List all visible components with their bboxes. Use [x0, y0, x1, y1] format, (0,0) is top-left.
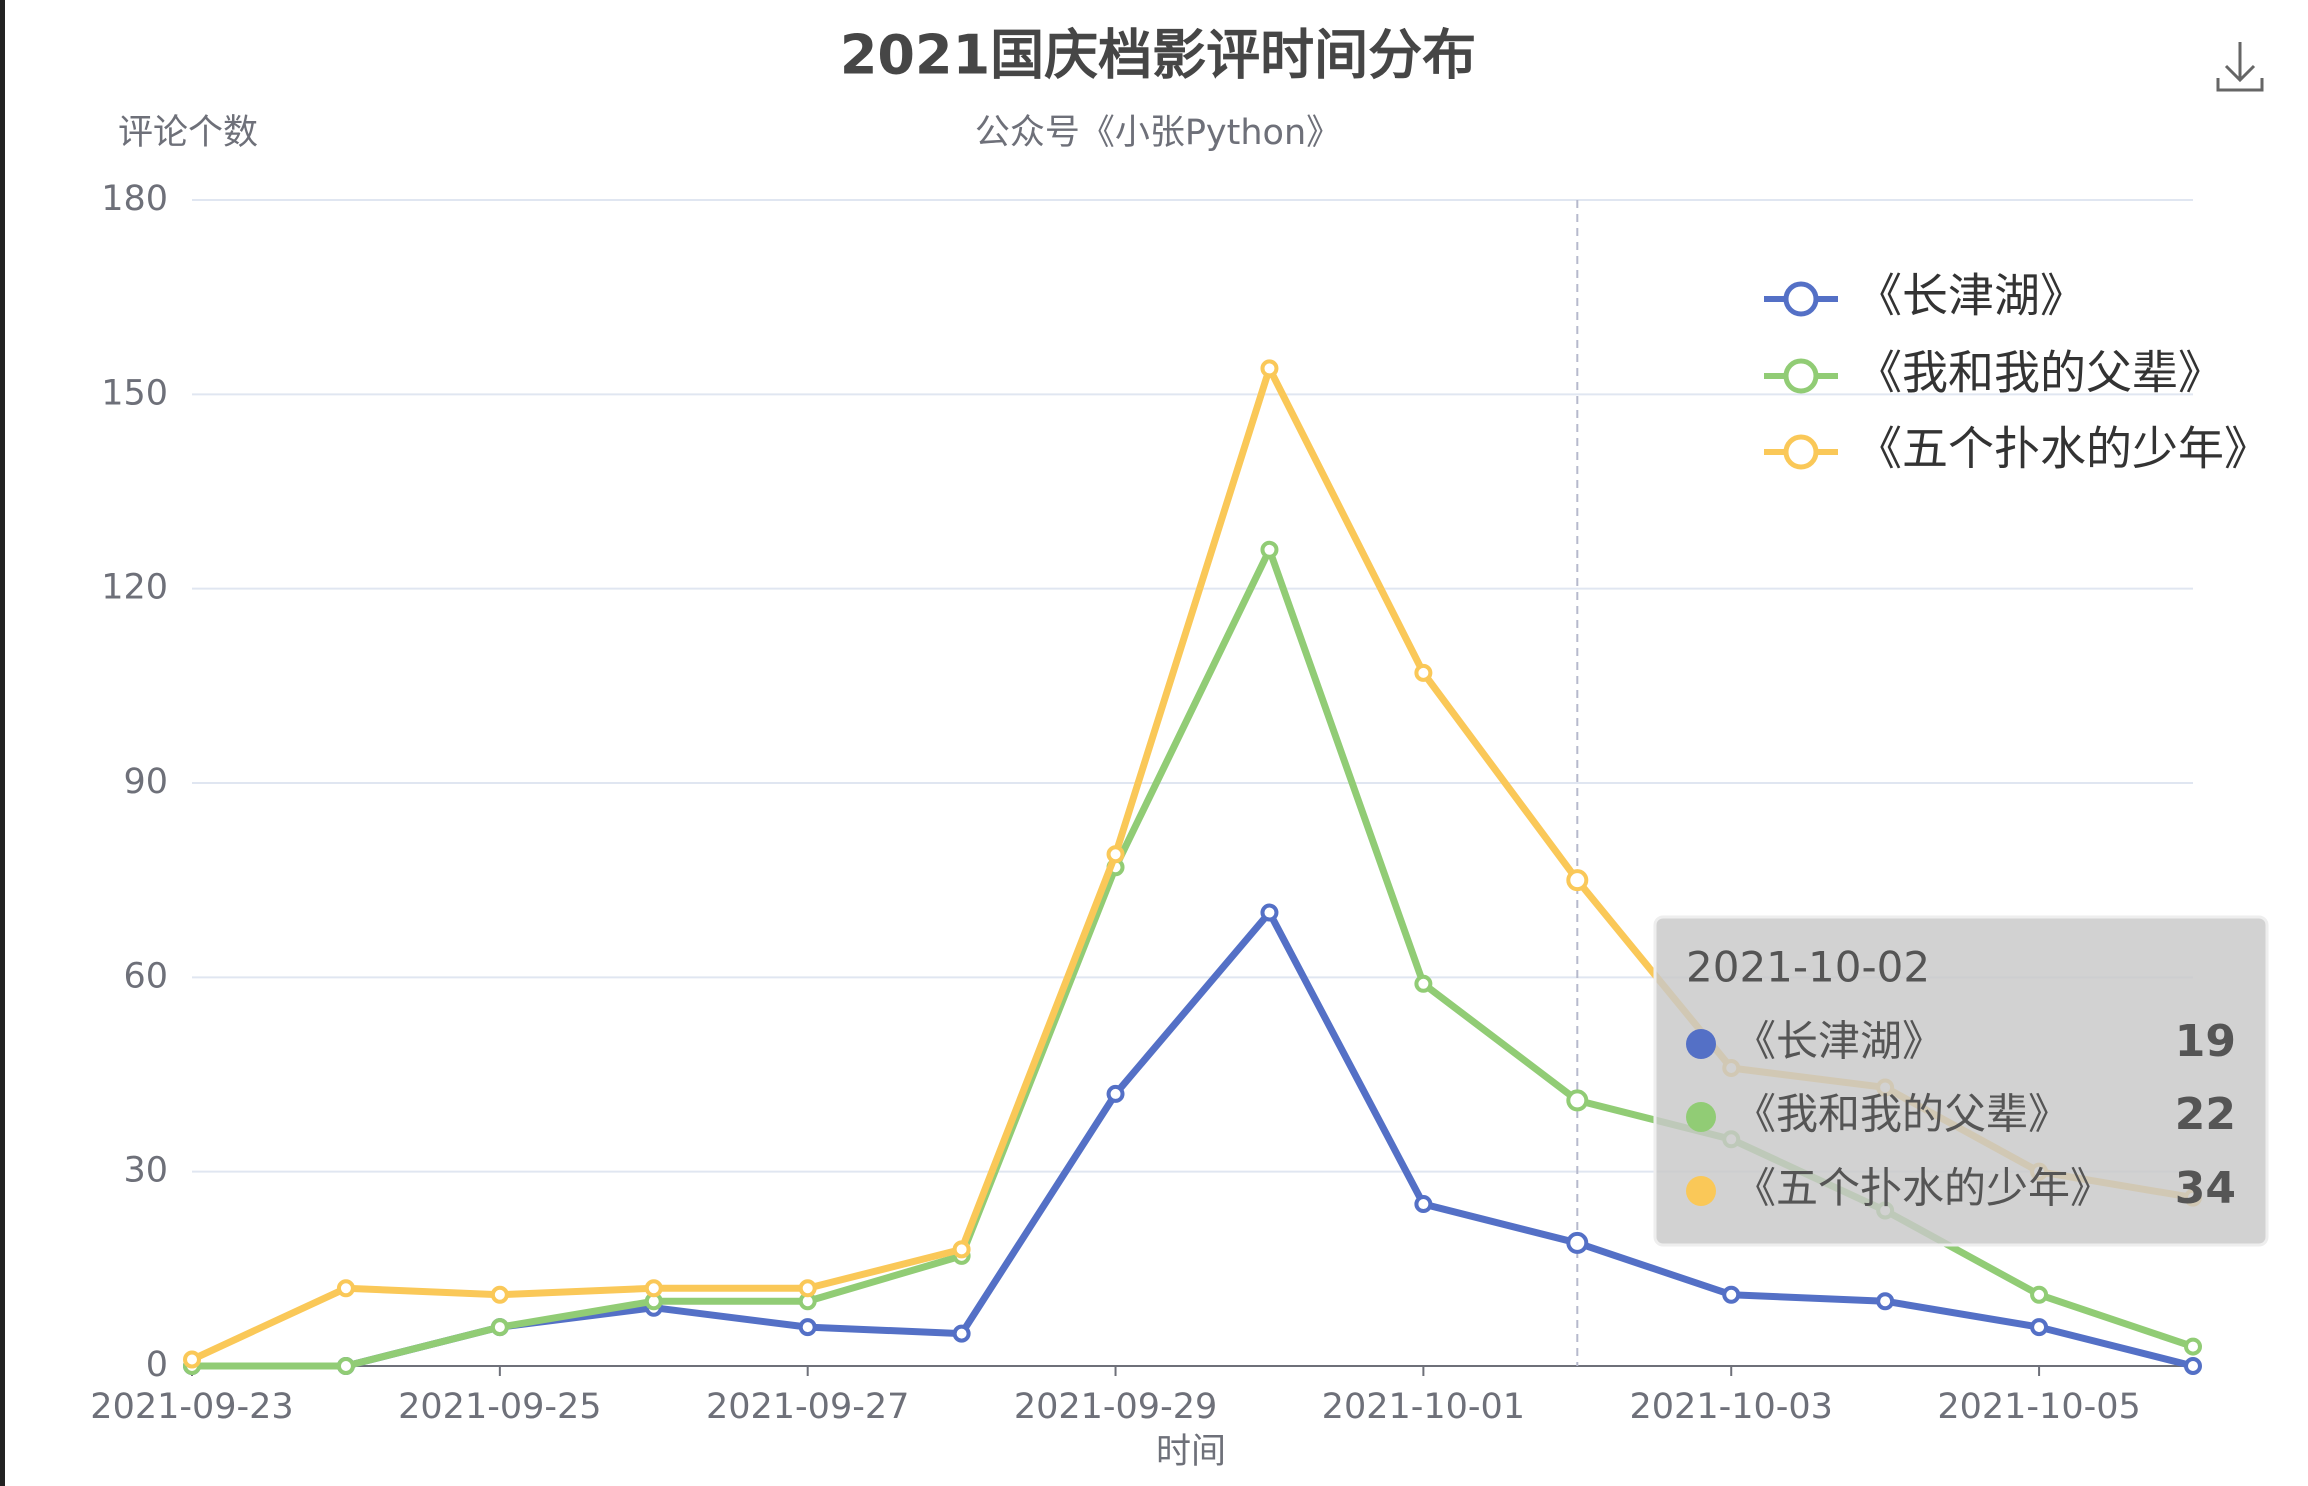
- tooltip-value: 22: [2175, 1089, 2236, 1140]
- tooltip: 2021-10-02 《长津湖》 19 《我和我的父辈》 22 《五个扑水的少年》 34: [1653, 915, 2269, 1247]
- data-point: [1260, 903, 1279, 922]
- tooltip-box: [1653, 915, 2269, 1247]
- data-point: [1566, 869, 1589, 892]
- data-point: [952, 1324, 971, 1343]
- y-tick-label: 0: [146, 1345, 168, 1385]
- tooltip-marker: [1686, 1176, 1716, 1206]
- x-tick-label: 2021-09-23: [90, 1387, 293, 1427]
- chart-subtitle: 公众号《小张Python》: [975, 113, 1341, 153]
- x-tick-label: 2021-10-01: [1322, 1387, 1525, 1427]
- data-point: [1876, 1292, 1895, 1311]
- data-point: [183, 1350, 201, 1369]
- legend-label[interactable]: 《长津湖》: [1856, 269, 2086, 323]
- legend-marker[interactable]: [1783, 281, 1819, 317]
- x-tick-label: 2021-10-03: [1630, 1387, 1833, 1427]
- data-point: [1414, 1195, 1433, 1214]
- y-tick-label: 90: [123, 762, 168, 802]
- data-point: [798, 1318, 817, 1337]
- legend-label[interactable]: 《五个扑水的少年》: [1856, 422, 2270, 476]
- data-point: [1566, 1089, 1589, 1112]
- legend-item[interactable]: 《五个扑水的少年》: [1764, 422, 2270, 476]
- data-point: [798, 1279, 817, 1298]
- x-tick-label: 2021-09-29: [1014, 1387, 1217, 1427]
- data-point: [1106, 845, 1125, 864]
- tooltip-label: 《我和我的父辈》: [1734, 1090, 2070, 1139]
- data-point: [336, 1279, 355, 1298]
- data-point: [490, 1285, 509, 1304]
- tooltip-value: 34: [2175, 1163, 2236, 1214]
- legend-item[interactable]: 《我和我的父辈》: [1764, 346, 2224, 400]
- data-point: [1260, 540, 1279, 559]
- download-icon[interactable]: [2216, 42, 2264, 92]
- data-point: [2030, 1285, 2049, 1304]
- legend-marker[interactable]: [1783, 434, 1819, 470]
- data-point: [1414, 974, 1433, 993]
- x-tick-label: 2021-09-25: [398, 1387, 601, 1427]
- data-point: [952, 1240, 971, 1259]
- y-tick-label: 60: [123, 956, 168, 996]
- legend-marker[interactable]: [1783, 358, 1819, 394]
- y-tick-label: 120: [101, 568, 168, 608]
- data-point: [2030, 1318, 2049, 1337]
- tooltip-label: 《五个扑水的少年》: [1734, 1164, 2112, 1213]
- tooltip-label: 《长津湖》: [1734, 1017, 1944, 1066]
- y-tick-label: 150: [101, 373, 168, 413]
- data-point: [644, 1279, 663, 1298]
- x-axis-label: 时间: [1156, 1432, 1226, 1472]
- data-point: [490, 1318, 509, 1337]
- data-point: [2184, 1357, 2202, 1375]
- tooltip-title: 2021-10-02: [1686, 943, 1930, 992]
- x-tick-label: 2021-10-05: [1937, 1387, 2140, 1427]
- download-glyph[interactable]: [2216, 42, 2264, 92]
- x-tick-label: 2021-09-27: [706, 1387, 909, 1427]
- tooltip-marker: [1686, 1029, 1716, 1059]
- data-point: [2184, 1337, 2202, 1356]
- data-point: [1106, 1084, 1125, 1103]
- data-point: [1260, 359, 1279, 378]
- tooltip-marker: [1686, 1102, 1716, 1132]
- y-tick-label: 180: [101, 179, 168, 219]
- data-point: [1566, 1231, 1589, 1254]
- window-edge: [0, 0, 5, 1486]
- chart-title: 2021国庆档影评时间分布: [840, 24, 1476, 87]
- y-tick-label: 30: [123, 1151, 168, 1191]
- legend-item[interactable]: 《长津湖》: [1764, 269, 2086, 323]
- data-point: [336, 1357, 355, 1375]
- data-point: [1722, 1285, 1741, 1304]
- data-point: [1414, 663, 1433, 682]
- y-axis-label: 评论个数: [118, 113, 258, 153]
- tooltip-value: 19: [2175, 1016, 2236, 1067]
- legend-label[interactable]: 《我和我的父辈》: [1856, 346, 2224, 400]
